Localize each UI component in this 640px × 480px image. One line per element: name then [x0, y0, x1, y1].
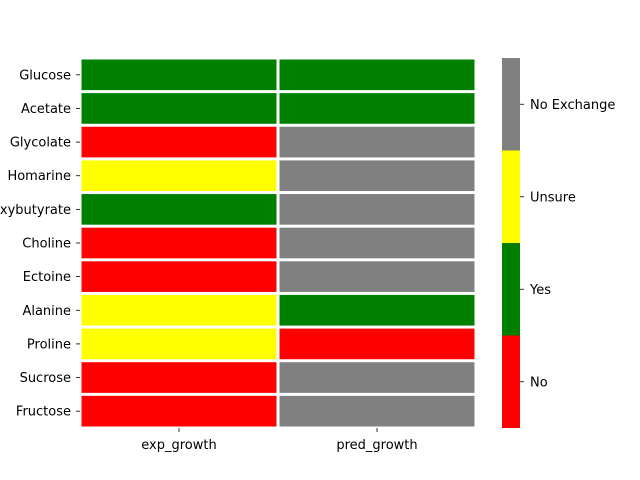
row-label: Sucrose	[20, 371, 71, 386]
colorbar-segment	[502, 335, 520, 428]
row-label: Alanine	[22, 304, 71, 319]
row-label: Fructose	[16, 405, 71, 420]
heatmap-cell	[279, 93, 475, 124]
row-label: Glucose	[19, 68, 71, 83]
row-label: Glycolate	[10, 136, 71, 151]
row-label: Proline	[27, 337, 71, 352]
column-labels: exp_growth pred_growth	[141, 427, 418, 453]
heatmap-cell	[279, 126, 475, 158]
colorbar-label: Yes	[529, 283, 551, 298]
heatmap-cell	[279, 395, 475, 427]
heatmap-cell	[81, 294, 277, 326]
colorbar-segment	[502, 243, 520, 336]
colorbar-segment	[502, 58, 520, 151]
heatmap-cell	[279, 294, 475, 326]
heatmap-cell	[279, 227, 475, 259]
column-label: pred_growth	[336, 438, 417, 453]
heatmap-cell	[279, 160, 475, 192]
row-label: Homarine	[7, 169, 71, 184]
heatmap-cell	[279, 261, 475, 292]
colorbar: No Yes Unsure No Exchange	[502, 58, 615, 428]
row-labels: Glucose Acetate Glycolate Homarine Hydroxybu…	[0, 68, 80, 420]
column-label: exp_growth	[141, 438, 216, 453]
heatmap-cell	[81, 126, 277, 158]
heatmap-cell	[81, 194, 277, 225]
row-label: Hydroxybutyrate	[0, 203, 71, 218]
heatmap-cell	[279, 362, 475, 393]
colorbar-segment	[502, 150, 520, 243]
colorbar-label: Unsure	[530, 190, 576, 205]
row-label: Choline	[22, 236, 71, 251]
row-label: Ectoine	[23, 270, 71, 285]
colorbar-label: No	[530, 375, 548, 390]
heatmap-cell	[81, 93, 277, 124]
heatmap-cell	[279, 328, 475, 360]
heatmap-cell	[81, 59, 277, 91]
row-label: Acetate	[21, 102, 71, 117]
heatmap-cell	[81, 362, 277, 393]
heatmap-cell	[279, 194, 475, 225]
heatmap-cell	[81, 227, 277, 259]
heatmap-cells	[81, 59, 475, 427]
heatmap-cell	[81, 261, 277, 292]
heatmap-cell	[81, 160, 277, 192]
heatmap-cell	[81, 328, 277, 360]
heatmap-cell	[81, 395, 277, 427]
colorbar-label: No Exchange	[530, 98, 615, 113]
heatmap-cell	[279, 59, 475, 91]
